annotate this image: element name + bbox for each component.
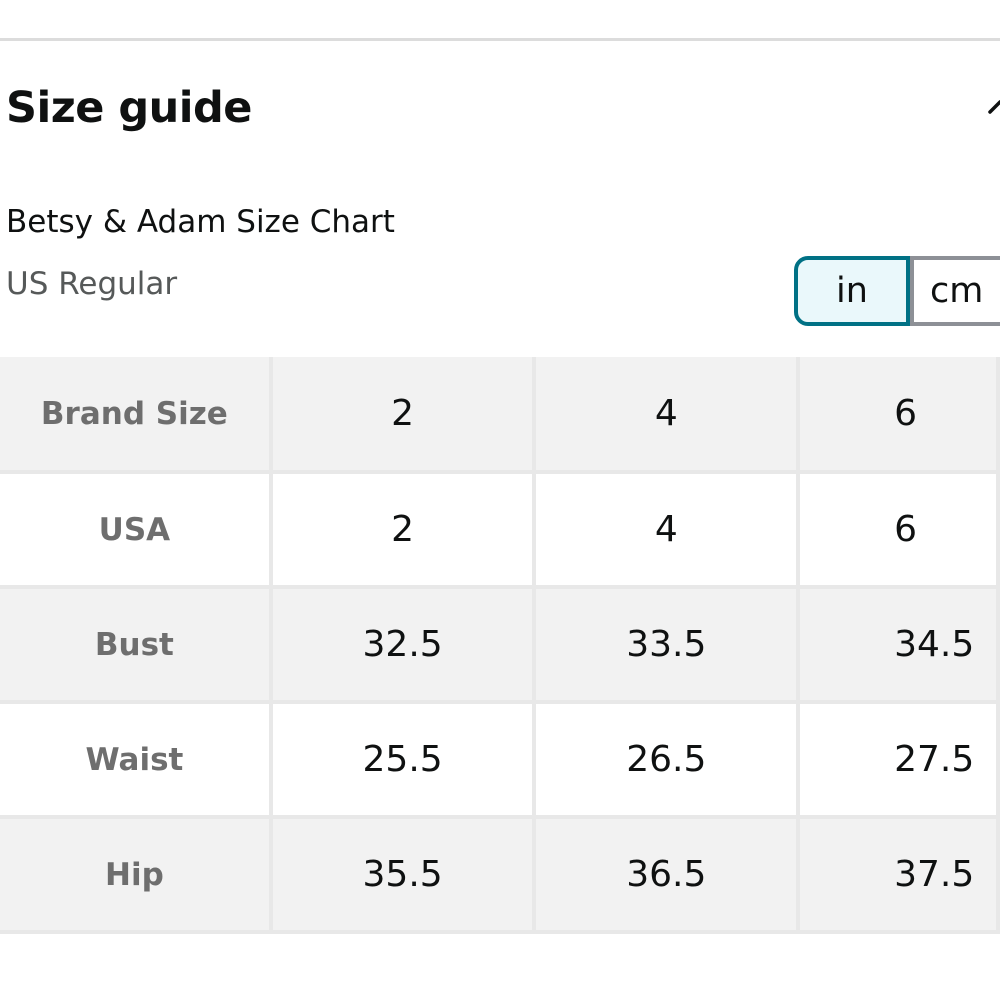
- table-cell: 34.5: [796, 585, 1000, 704]
- size-region-label: US Regular: [6, 266, 178, 302]
- page-title: Size guide: [6, 83, 252, 133]
- divider: [0, 38, 1000, 41]
- table-cell: 33.5: [532, 585, 801, 704]
- table-cell: 2: [268, 357, 537, 474]
- table-cell: 25.5: [268, 700, 537, 819]
- row-label-bust: Bust: [0, 585, 273, 704]
- unit-inches-button[interactable]: in: [794, 256, 910, 326]
- table-cell: 26.5: [532, 700, 801, 819]
- size-guide-header[interactable]: Size guide: [6, 78, 1000, 138]
- size-table: Brand Size 2 4 6 USA 2 4 6 Bust 32.5 33.…: [0, 357, 1000, 934]
- table-cell: 2: [268, 470, 537, 589]
- row-label-usa: USA: [0, 470, 273, 589]
- unit-centimeters-button[interactable]: cm: [910, 256, 1000, 326]
- table-cell: 27.5: [796, 700, 1000, 819]
- size-chart-title: Betsy & Adam Size Chart: [6, 204, 395, 240]
- chevron-up-icon[interactable]: [988, 96, 1000, 118]
- table-row: Hip 35.5 36.5 37.5: [0, 815, 1000, 934]
- table-row: Waist 25.5 26.5 27.5: [0, 700, 1000, 819]
- table-row: USA 2 4 6: [0, 470, 1000, 589]
- table-cell: 35.5: [268, 815, 537, 934]
- table-cell: 36.5: [532, 815, 801, 934]
- row-label-hip: Hip: [0, 815, 273, 934]
- unit-toggle: in cm: [794, 256, 1000, 326]
- row-label-waist: Waist: [0, 700, 273, 819]
- table-cell: 6: [796, 357, 1000, 474]
- row-label-brand-size: Brand Size: [0, 357, 273, 474]
- table-cell: 6: [796, 470, 1000, 589]
- table-cell: 4: [532, 357, 801, 474]
- table-cell: 37.5: [796, 815, 1000, 934]
- table-row: Brand Size 2 4 6: [0, 357, 1000, 474]
- table-cell: 32.5: [268, 585, 537, 704]
- table-row: Bust 32.5 33.5 34.5: [0, 585, 1000, 704]
- table-cell: 4: [532, 470, 801, 589]
